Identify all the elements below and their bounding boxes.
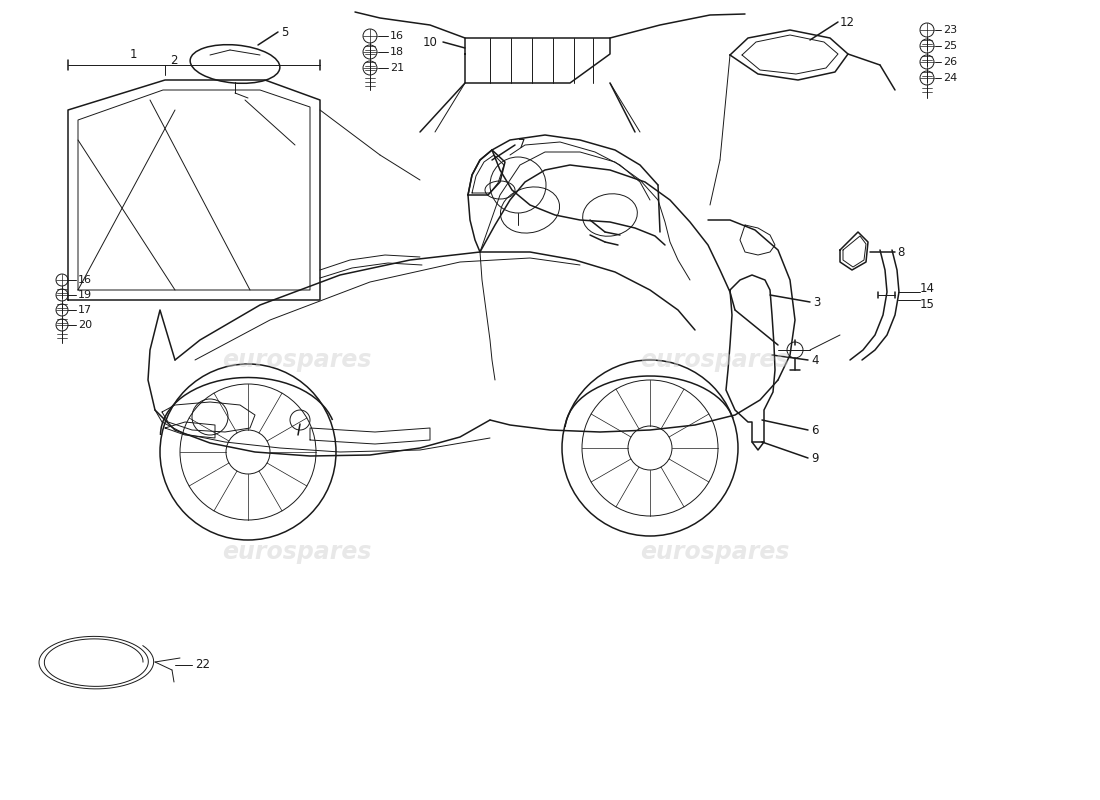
Text: 8: 8 [896,246,904,258]
Text: 16: 16 [78,275,92,285]
Text: 7: 7 [518,138,526,151]
Text: 26: 26 [943,57,957,67]
Text: 10: 10 [424,35,438,49]
Text: 5: 5 [280,26,288,38]
Text: 21: 21 [390,63,404,73]
Text: 20: 20 [78,320,92,330]
Text: 1: 1 [130,49,138,62]
Text: 4: 4 [811,354,818,366]
Text: 24: 24 [943,73,957,83]
Text: 19: 19 [78,290,92,300]
Text: 16: 16 [390,31,404,41]
Text: eurospares: eurospares [640,348,790,372]
Text: 18: 18 [390,47,404,57]
Text: eurospares: eurospares [640,540,790,564]
Text: 17: 17 [78,305,92,315]
Text: 15: 15 [920,298,935,310]
Text: 9: 9 [811,451,818,465]
Text: 14: 14 [920,282,935,294]
Text: 2: 2 [170,54,177,66]
Text: eurospares: eurospares [222,348,372,372]
Text: 25: 25 [943,41,957,51]
Text: 22: 22 [195,658,210,671]
Text: 23: 23 [943,25,957,35]
Text: 12: 12 [840,15,855,29]
Text: 6: 6 [811,423,818,437]
Text: eurospares: eurospares [222,540,372,564]
Text: 3: 3 [813,295,821,309]
